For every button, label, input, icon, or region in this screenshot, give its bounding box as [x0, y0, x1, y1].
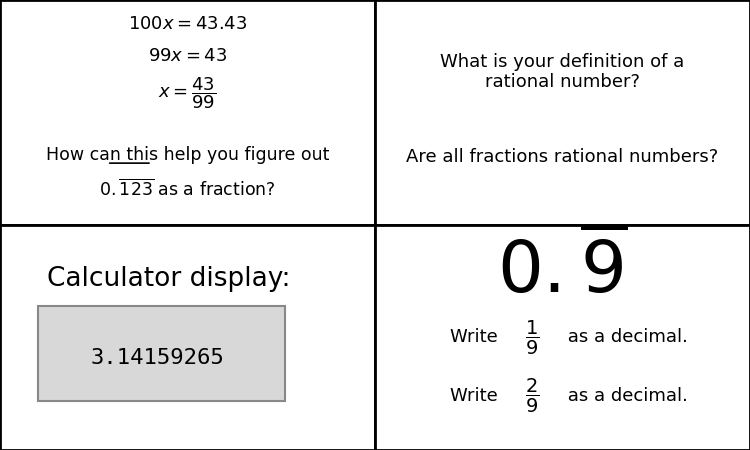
Text: 3.14159265: 3.14159265 [91, 348, 224, 368]
Text: as a decimal.: as a decimal. [562, 328, 688, 346]
Text: What is your definition of a
rational number?: What is your definition of a rational nu… [440, 53, 685, 91]
Text: $0.\overline{123}$ as a fraction?: $0.\overline{123}$ as a fraction? [99, 178, 276, 200]
Text: as a decimal.: as a decimal. [562, 387, 688, 405]
Text: $100x = 43.43$: $100x = 43.43$ [128, 14, 247, 33]
Text: $99x = 43$: $99x = 43$ [148, 47, 227, 65]
Text: $\dfrac{2}{9}$: $\dfrac{2}{9}$ [525, 377, 540, 415]
Text: Write: Write [450, 387, 503, 405]
Text: $x = \dfrac{43}{99}$: $x = \dfrac{43}{99}$ [158, 76, 217, 111]
Text: Are all fractions rational numbers?: Are all fractions rational numbers? [406, 148, 718, 166]
Text: $0.\overline{9}$: $0.\overline{9}$ [497, 232, 628, 308]
Text: Write: Write [450, 328, 503, 346]
FancyBboxPatch shape [38, 306, 285, 400]
Text: How can this help you figure out: How can this help you figure out [46, 146, 329, 164]
Text: $\dfrac{1}{9}$: $\dfrac{1}{9}$ [525, 319, 540, 356]
Text: Calculator display:: Calculator display: [47, 266, 290, 292]
